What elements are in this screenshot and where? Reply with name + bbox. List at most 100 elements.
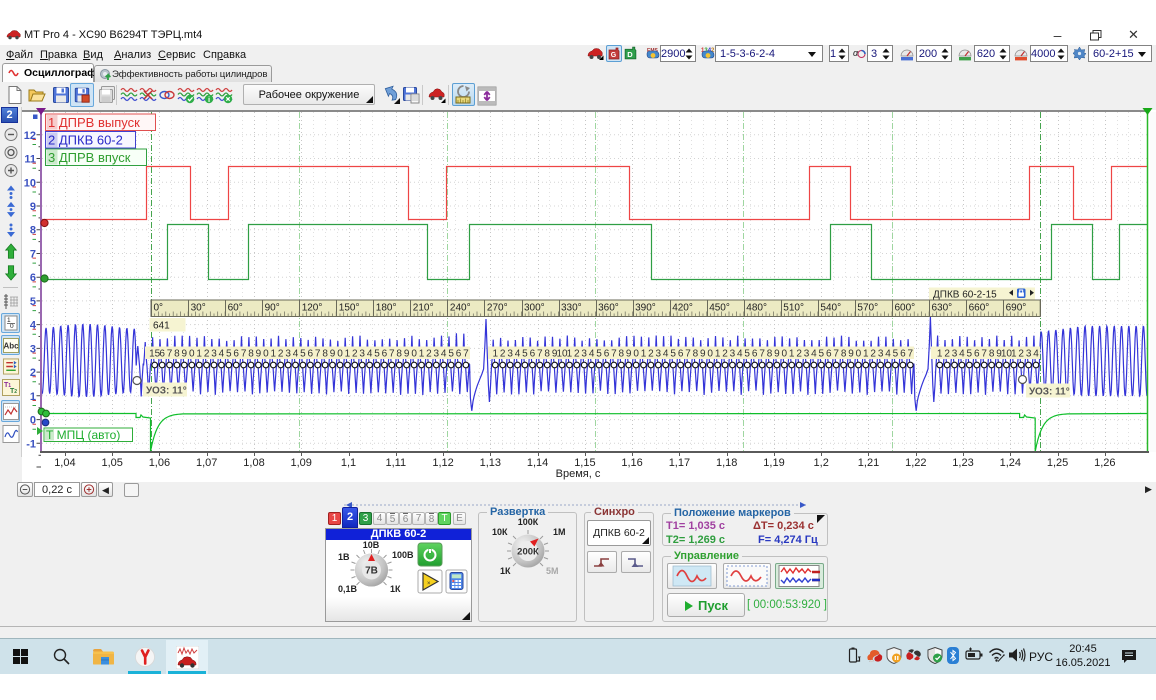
- svg-text:1,09: 1,09: [290, 457, 311, 469]
- svg-text:6: 6: [382, 349, 388, 360]
- svg-text:11: 11: [24, 154, 36, 166]
- svg-text:1К: 1К: [500, 566, 511, 576]
- svg-text:2: 2: [278, 349, 284, 360]
- svg-text:×: ×: [427, 581, 431, 587]
- svg-text:480°: 480°: [746, 303, 767, 314]
- svg-text:5: 5: [300, 349, 306, 360]
- svg-text:8: 8: [322, 349, 328, 360]
- svg-text:2: 2: [1018, 349, 1024, 360]
- svg-text:3: 3: [1026, 349, 1032, 360]
- svg-text:ДПКВ 60-2-15: ДПКВ 60-2-15: [933, 290, 997, 301]
- svg-text:3: 3: [211, 349, 217, 360]
- svg-text:7: 7: [611, 349, 617, 360]
- svg-text:8: 8: [248, 349, 254, 360]
- svg-text:2: 2: [500, 349, 506, 360]
- svg-text:3: 3: [507, 349, 513, 360]
- svg-text:180°: 180°: [376, 303, 397, 314]
- svg-text:390°: 390°: [635, 303, 656, 314]
- svg-text:1: 1: [937, 349, 943, 360]
- svg-text:4: 4: [663, 349, 669, 360]
- svg-text:420°: 420°: [672, 303, 693, 314]
- svg-text:10: 10: [1001, 349, 1013, 360]
- svg-text:1: 1: [493, 349, 499, 360]
- svg-text:7: 7: [759, 349, 765, 360]
- svg-text:100К: 100К: [518, 518, 539, 527]
- svg-text:0: 0: [189, 349, 195, 360]
- svg-text:0°: 0°: [154, 303, 164, 314]
- svg-text:120°: 120°: [302, 303, 323, 314]
- svg-text:2: 2: [30, 367, 36, 379]
- svg-text:9: 9: [626, 349, 632, 360]
- svg-text:7: 7: [685, 349, 691, 360]
- svg-text:0,1В: 0,1В: [338, 584, 358, 594]
- svg-text:4: 4: [219, 349, 225, 360]
- svg-text:6: 6: [308, 349, 314, 360]
- svg-text:1,13: 1,13: [480, 457, 501, 469]
- svg-text:Abc: Abc: [3, 342, 19, 351]
- svg-text:3: 3: [878, 349, 884, 360]
- svg-text:4: 4: [1033, 349, 1039, 360]
- svg-text:270°: 270°: [487, 303, 508, 314]
- svg-text:30°: 30°: [191, 303, 206, 314]
- svg-text:7: 7: [389, 349, 395, 360]
- svg-text:7: 7: [981, 349, 987, 360]
- svg-text:1,07: 1,07: [196, 457, 217, 469]
- svg-text:6: 6: [30, 272, 36, 284]
- svg-text:Время, с: Время, с: [556, 468, 601, 480]
- svg-text:G: G: [611, 52, 617, 59]
- svg-text:8: 8: [989, 349, 995, 360]
- svg-text:1,26: 1,26: [1094, 457, 1115, 469]
- svg-text:1В: 1В: [338, 552, 350, 562]
- svg-text:9: 9: [848, 349, 854, 360]
- svg-text:690°: 690°: [1006, 303, 1027, 314]
- svg-text:4: 4: [293, 349, 299, 360]
- svg-text:7: 7: [167, 349, 173, 360]
- svg-text:0: 0: [263, 349, 269, 360]
- svg-text:10В: 10В: [363, 540, 380, 550]
- svg-text:3: 3: [581, 349, 587, 360]
- svg-text:8: 8: [544, 349, 550, 360]
- svg-text:1,23: 1,23: [952, 457, 973, 469]
- svg-text:510°: 510°: [783, 303, 804, 314]
- svg-text:1,14: 1,14: [527, 457, 548, 469]
- svg-text:1 ДПРВ выпуск: 1 ДПРВ выпуск: [48, 115, 140, 130]
- svg-text:450°: 450°: [709, 303, 730, 314]
- svg-text:570°: 570°: [857, 303, 878, 314]
- svg-text:5: 5: [522, 349, 528, 360]
- svg-text:2: 2: [352, 349, 358, 360]
- svg-text:6: 6: [974, 349, 980, 360]
- svg-text:9: 9: [404, 349, 410, 360]
- svg-text:540°: 540°: [820, 303, 841, 314]
- svg-text:4: 4: [589, 349, 595, 360]
- svg-text:4: 4: [811, 349, 817, 360]
- svg-text:2: 2: [722, 349, 728, 360]
- svg-text:1М: 1М: [553, 527, 566, 537]
- svg-text:3: 3: [434, 349, 440, 360]
- svg-text:6: 6: [456, 349, 462, 360]
- svg-text:6: 6: [233, 349, 239, 360]
- svg-text:10: 10: [556, 349, 568, 360]
- svg-text:0: 0: [782, 349, 788, 360]
- svg-text:5: 5: [893, 349, 899, 360]
- svg-text:1: 1: [271, 349, 277, 360]
- svg-text:330°: 330°: [561, 303, 582, 314]
- svg-text:5: 5: [30, 296, 36, 308]
- svg-text:1: 1: [863, 349, 869, 360]
- svg-text:9: 9: [700, 349, 706, 360]
- svg-text:Т МПЦ (авто): Т МПЦ (авто): [46, 428, 120, 442]
- svg-text:УОЗ: 11°: УОЗ: 11°: [146, 386, 187, 397]
- svg-text:Т1: Т1: [4, 382, 11, 389]
- svg-text:5: 5: [374, 349, 380, 360]
- svg-text:0: 0: [411, 349, 417, 360]
- svg-text:100В: 100В: [392, 550, 414, 560]
- svg-text:4: 4: [737, 349, 743, 360]
- svg-text:240°: 240°: [450, 303, 471, 314]
- svg-text:2: 2: [796, 349, 802, 360]
- svg-text:360°: 360°: [598, 303, 619, 314]
- svg-text:12: 12: [24, 130, 36, 142]
- svg-text:9: 9: [182, 349, 188, 360]
- svg-text:5М: 5М: [546, 566, 559, 576]
- svg-text:2 ДПКВ 60-2: 2 ДПКВ 60-2: [48, 133, 123, 148]
- svg-text:2: 2: [426, 349, 432, 360]
- svg-text:1,18: 1,18: [716, 457, 737, 469]
